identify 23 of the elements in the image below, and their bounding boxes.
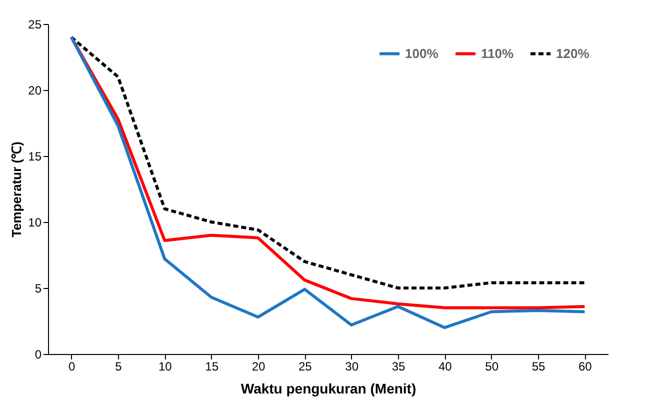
y-tick-label: 10 [28, 216, 42, 230]
x-tick-label: 20 [252, 360, 266, 374]
legend-label: 100% [405, 46, 439, 61]
x-tick-label: 5 [115, 360, 122, 374]
y-tick-label: 5 [34, 282, 42, 296]
x-tick-label: 15 [205, 360, 219, 374]
x-tick-label: 30 [345, 360, 359, 374]
y-axis-title: Temperatur (℃) [9, 142, 24, 238]
x-tick-label: 0 [68, 360, 76, 374]
x-tick-label: 35 [392, 360, 406, 374]
x-tick-label: 10 [158, 360, 172, 374]
x-axis-title: Waktu pengukuran (Menit) [240, 380, 416, 396]
y-tick-label: 20 [28, 84, 42, 98]
x-tick-label: 50 [485, 360, 499, 374]
y-tick-label: 25 [28, 18, 42, 32]
x-tick-label: 40 [438, 360, 452, 374]
legend-label: 110% [481, 46, 514, 61]
x-tick-label: 25 [298, 360, 312, 374]
x-tick-label: 55 [532, 360, 546, 374]
y-tick-label: 0 [34, 348, 42, 362]
legend-label: 120% [556, 46, 590, 61]
x-tick-label: 60 [578, 360, 592, 374]
y-tick-label: 15 [28, 150, 42, 164]
